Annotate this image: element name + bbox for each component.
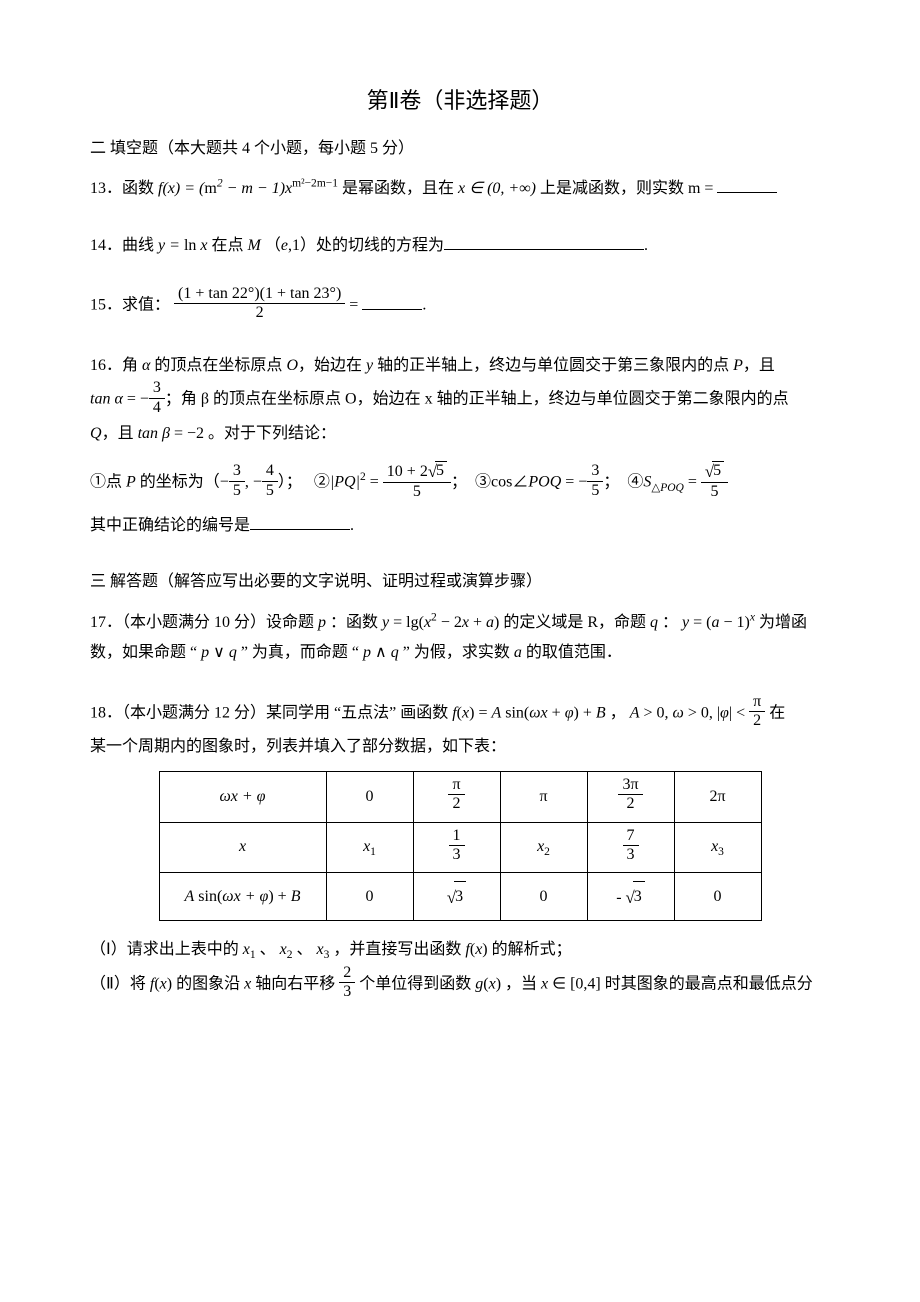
q15-number: 15． bbox=[90, 297, 122, 314]
q13-text1: 函数 bbox=[122, 180, 158, 197]
q13-text2: 是幂函数，且在 bbox=[342, 180, 458, 197]
q14-blank bbox=[444, 234, 644, 249]
q13-blank bbox=[717, 178, 777, 193]
question-16: 16．角 α 的顶点在坐标原点 O，始边在 y 轴的正半轴上，终边与单位圆交于第… bbox=[90, 351, 830, 542]
page-title: 第Ⅱ卷（非选择题） bbox=[90, 80, 830, 122]
q16-line2-text: ；角 β 的顶点在坐标原点 O，始边在 x 轴的正半轴上，终边与单位圆交于第二象… bbox=[165, 391, 789, 408]
q17-line2: 数，如果命题 “ p ∨ q ” 为真，而命题 “ p ∧ q ” 为假，求实数… bbox=[90, 638, 830, 668]
q16-tail: . bbox=[350, 517, 354, 534]
q13-number: 13． bbox=[90, 180, 122, 197]
q16-blank bbox=[250, 515, 350, 530]
q16-line3: Q，且 tan β = −2 。对于下列结论： bbox=[90, 419, 830, 449]
q18-part1: （Ⅰ）请求出上表中的 x1 、 x2 、 x3 ，并直接写出函数 f(x) 的解… bbox=[90, 935, 830, 965]
section-2-heading: 二 填空题（本大题共 4 个小题，每小题 5 分） bbox=[90, 134, 830, 164]
q17-line1: 17．（本小题满分 10 分）设命题 p ：函数 y = lg(x2 − 2x … bbox=[90, 608, 830, 638]
q16-line1: 16．角 α 的顶点在坐标原点 O，始边在 y 轴的正半轴上，终边与单位圆交于第… bbox=[90, 351, 830, 381]
q18-part2: （Ⅱ）将 f(x) 的图象沿 x 轴向右平移 23 个单位得到函数 g(x) ，… bbox=[90, 966, 830, 1004]
q14-number: 14． bbox=[90, 237, 122, 254]
q15-pre: 求值： bbox=[122, 297, 170, 314]
q15-blank bbox=[362, 294, 422, 309]
q18-line1: 18．（本小题满分 12 分）某同学用 “五点法” 画函数 f(x) = A s… bbox=[90, 695, 830, 733]
q13-text3: 上是减函数，则实数 m = bbox=[540, 180, 713, 197]
q16-answer-line: 其中正确结论的编号是. bbox=[90, 511, 830, 541]
q16-options: ①点 P 的坐标为（−35, −45）； ②|PQ|2 = 10 + 2√55；… bbox=[90, 463, 830, 503]
question-14: 14．曲线 y = ln x 在点 M （e,1）处的切线的方程为. bbox=[90, 231, 830, 261]
q14-tail: . bbox=[644, 237, 648, 254]
question-13: 13．函数 f(x) = (m2 − m − 1)xm²−2m−1 是幂函数，且… bbox=[90, 174, 830, 204]
section-3-heading: 三 解答题（解答应写出必要的文字说明、证明过程或演算步骤） bbox=[90, 567, 830, 597]
question-18: 18．（本小题满分 12 分）某同学用 “五点法” 画函数 f(x) = A s… bbox=[90, 695, 830, 1004]
q16-answer-text: 其中正确结论的编号是 bbox=[90, 517, 250, 534]
q16-line2: tan α = −34；角 β 的顶点在坐标原点 O，始边在 x 轴的正半轴上，… bbox=[90, 381, 830, 419]
question-17: 17．（本小题满分 10 分）设命题 p ：函数 y = lg(x2 − 2x … bbox=[90, 608, 830, 669]
q15-tail: . bbox=[422, 297, 426, 314]
q15-fraction: (1 + tan 22°)(1 + tan 23°) 2 bbox=[174, 285, 345, 323]
q18-table: ωx + φ 0 π2 π 3π2 2π x x1 13 x2 73 x3 A … bbox=[159, 771, 762, 922]
question-15: 15．求值： (1 + tan 22°)(1 + tan 23°) 2 = . bbox=[90, 287, 830, 325]
q15-eq: = bbox=[349, 297, 358, 314]
q18-line2: 某一个周期内的图象时，列表并填入了部分数据，如下表： bbox=[90, 732, 830, 762]
q13-domain: x ∈ (0, +∞) bbox=[458, 180, 536, 197]
q13-formula: f(x) = (m2 − m − 1)xm²−2m−1 bbox=[158, 180, 338, 197]
